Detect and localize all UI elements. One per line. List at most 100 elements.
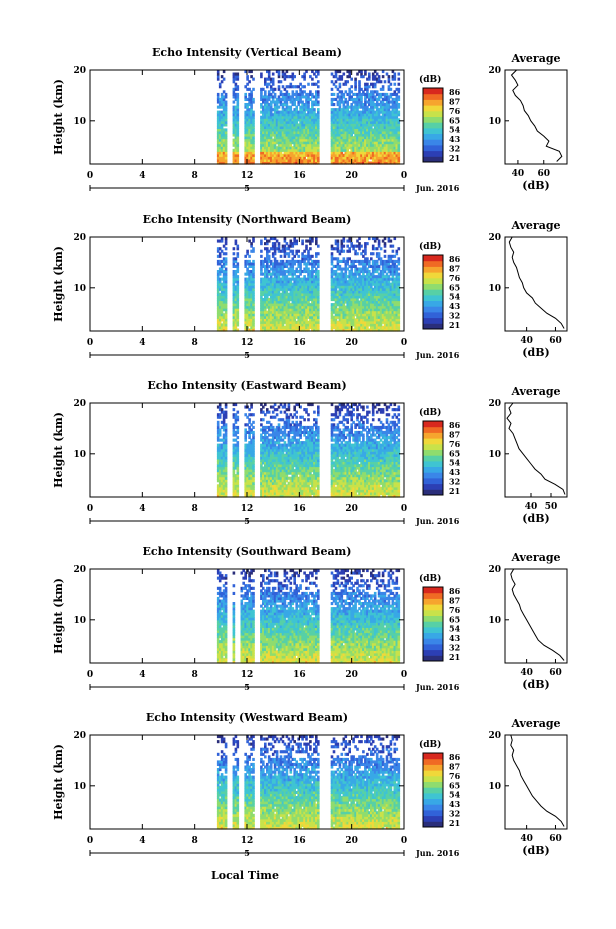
- heatmap-cell: [303, 257, 306, 261]
- heatmap-cell: [332, 113, 336, 117]
- heatmap-cell: [232, 428, 236, 432]
- heatmap-cell: [216, 75, 220, 79]
- heatmap-cell: [234, 105, 238, 109]
- heatmap-cell: [244, 428, 247, 432]
- heatmap-cell: [395, 103, 399, 107]
- heatmap-cell: [375, 262, 379, 266]
- heatmap-cell: [391, 131, 395, 135]
- heatmap-cell: [373, 123, 377, 127]
- heatmap-cell: [269, 308, 273, 312]
- heatmap-cell: [352, 313, 355, 317]
- heatmap-cell: [389, 305, 393, 309]
- heatmap-cell: [362, 136, 365, 140]
- heatmap-cell: [340, 282, 344, 286]
- heatmap-cell: [248, 280, 251, 284]
- heatmap-cell: [383, 325, 387, 329]
- heatmap-cell: [362, 310, 365, 314]
- heatmap-cell: [373, 75, 377, 79]
- heatmap-cell: [340, 298, 344, 302]
- heatmap-cell: [393, 325, 397, 329]
- heatmap-cell: [291, 125, 295, 129]
- heatmap-cell: [389, 113, 393, 117]
- heatmap-cell: [232, 479, 236, 483]
- heatmap-cell: [381, 313, 385, 317]
- heatmap-cell: [273, 156, 277, 160]
- heatmap-cell: [315, 315, 318, 319]
- heatmap-cell: [295, 305, 298, 309]
- heatmap-cell: [356, 320, 359, 324]
- heatmap-cell: [224, 103, 228, 107]
- heatmap-cell: [317, 308, 320, 312]
- heatmap-cell: [397, 90, 401, 94]
- heatmap-cell: [362, 287, 365, 291]
- heatmap-cell: [232, 430, 236, 434]
- heatmap-cell: [285, 103, 289, 107]
- heatmap-cell: [273, 148, 277, 152]
- heatmap-cell: [375, 158, 379, 162]
- heatmap-cell: [232, 80, 236, 84]
- heatmap-cell: [232, 120, 236, 124]
- heatmap-cell: [295, 275, 298, 279]
- heatmap-cell: [370, 328, 373, 332]
- heatmap-cell: [295, 313, 298, 317]
- heatmap-cell: [317, 136, 320, 140]
- heatmap-cell: [311, 153, 314, 157]
- heatmap-cell: [344, 105, 348, 109]
- heatmap-cell: [309, 239, 312, 243]
- heatmap-cell: [344, 264, 348, 268]
- heatmap-cell: [246, 277, 249, 281]
- heatmap-cell: [250, 136, 253, 140]
- heatmap-cell: [267, 70, 271, 74]
- heatmap-cell: [216, 95, 220, 99]
- average-frame: [504, 236, 568, 332]
- heatmap-cell: [285, 113, 289, 117]
- heatmap-cell: [375, 318, 379, 322]
- heatmap-cell: [224, 295, 228, 299]
- heatmap-cell: [303, 136, 306, 140]
- heatmap-cell: [336, 100, 340, 104]
- heatmap-cell: [340, 244, 344, 248]
- heatmap-cell: [236, 153, 240, 157]
- heatmap-cell: [271, 161, 275, 165]
- heatmap-cell: [277, 282, 281, 286]
- heatmap-cell: [291, 110, 295, 114]
- heatmap-cell: [232, 325, 236, 329]
- heatmap-cell: [352, 292, 355, 296]
- heatmap-cell: [220, 115, 224, 119]
- heatmap-cell: [368, 298, 371, 302]
- heatmap-cell: [303, 75, 306, 79]
- heatmap-cell: [287, 97, 291, 101]
- heatmap-cell: [362, 254, 365, 258]
- heatmap-cell: [250, 156, 253, 160]
- heatmap-cell: [346, 118, 349, 122]
- heatmap-cell: [371, 267, 375, 271]
- heatmap-cell: [267, 123, 271, 127]
- heatmap-cell: [311, 270, 314, 274]
- heatmap-cell: [295, 123, 298, 127]
- heatmap-cell: [283, 305, 287, 309]
- heatmap-cell: [334, 115, 338, 119]
- heatmap-cell: [311, 141, 314, 145]
- heatmap-cell: [281, 264, 285, 268]
- heatmap-cell: [222, 115, 226, 119]
- heatmap-cell: [360, 290, 363, 294]
- heatmap-cell: [273, 110, 277, 114]
- heatmap-cell: [338, 315, 342, 319]
- heatmap-cell: [364, 92, 367, 96]
- heatmap-cell: [307, 282, 310, 286]
- heatmap-cell: [277, 118, 281, 122]
- heatmap-cell: [364, 133, 367, 137]
- heatmap-cell: [289, 146, 293, 150]
- heatmap-cell: [252, 262, 255, 266]
- heatmap-cell: [279, 262, 283, 266]
- heatmap-cell: [315, 153, 318, 157]
- heatmap-cell: [299, 151, 302, 155]
- heatmap-cell: [279, 277, 283, 281]
- heatmap-cell: [222, 458, 226, 462]
- heatmap-cell: [216, 325, 220, 329]
- heatmap-cell: [271, 72, 275, 76]
- heatmap-cell: [252, 161, 255, 165]
- heatmap-cell: [393, 115, 397, 119]
- heatmap-cell: [283, 277, 287, 281]
- heatmap-cell: [364, 242, 367, 246]
